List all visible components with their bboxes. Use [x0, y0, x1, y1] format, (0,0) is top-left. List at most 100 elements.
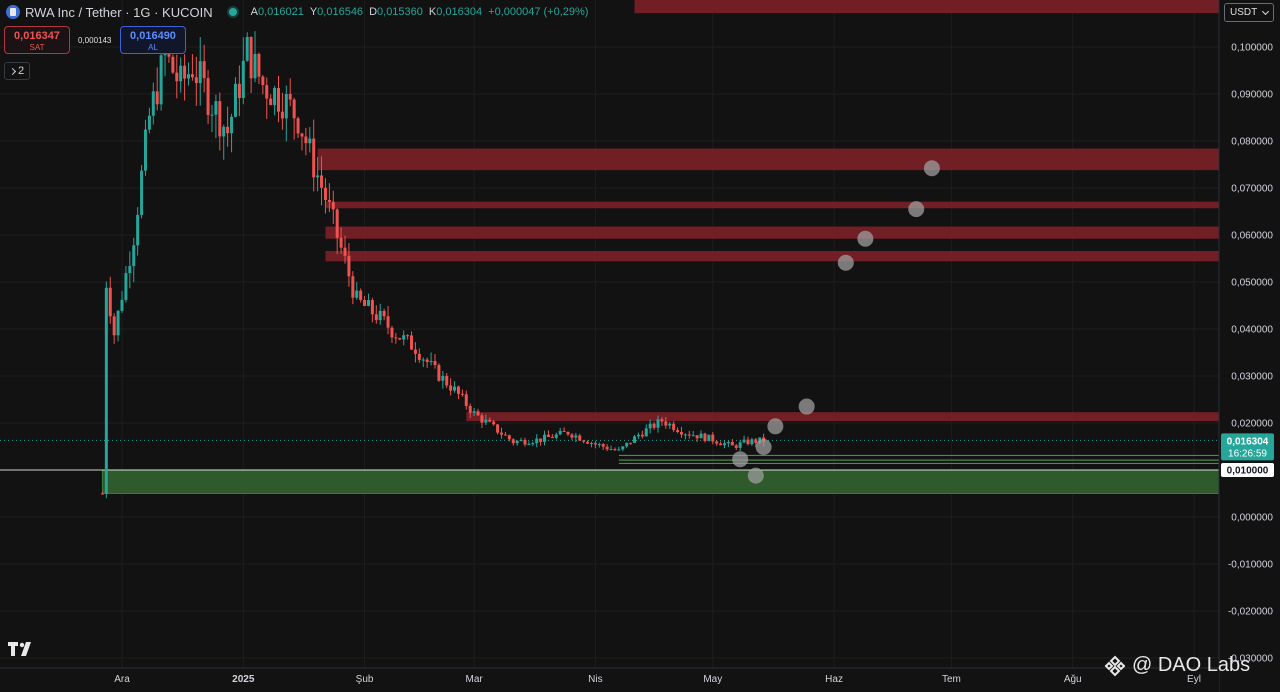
highlight-level-label: 0,010000 [1227, 466, 1269, 477]
candle-body [609, 449, 613, 451]
candle-body [218, 101, 222, 137]
candle-body [198, 61, 202, 84]
candle-body [437, 365, 441, 381]
candle-body [366, 300, 370, 306]
time-tick-label: Ağu [1064, 674, 1082, 685]
symbol-title[interactable]: RWA Inc / Tether · 1G · KUCOIN [25, 4, 213, 20]
ohlc-open-label: A [250, 6, 258, 18]
candle-body [386, 316, 390, 328]
candle-body [742, 439, 746, 443]
candle-body [629, 442, 633, 444]
candle-body [691, 435, 695, 437]
spread-value: 0,000143 [78, 36, 112, 45]
ohlc-high-label: Y [309, 6, 318, 18]
watermark-text: @ DAO Labs [1132, 654, 1251, 676]
candle-body [500, 432, 504, 435]
candle-body [589, 443, 593, 445]
candle-body [633, 436, 637, 443]
time-tick-label: Nis [588, 674, 602, 685]
market-status-icon [228, 8, 237, 16]
circle-marker [857, 230, 874, 247]
price-tick-label: -0,020000 [1228, 607, 1273, 618]
resistance-zone [325, 226, 1219, 239]
candle-body [531, 443, 535, 445]
candle-body [175, 72, 179, 82]
candle-body [210, 114, 214, 116]
candle-body [605, 446, 609, 450]
candle-body [296, 118, 300, 134]
price-tick-label: -0,030000 [1228, 654, 1273, 665]
candle-body [183, 65, 187, 79]
price-tick-label: 0,090000 [1231, 90, 1273, 101]
candle-body [660, 419, 664, 422]
chevron-down-icon [1261, 7, 1270, 15]
candle-body [460, 393, 464, 395]
candle-body [515, 440, 519, 444]
circle-marker [798, 398, 815, 415]
candle-body [480, 415, 484, 423]
indicators-toggle-button[interactable]: 2 [4, 62, 30, 80]
price-tick-label: -0,010000 [1228, 560, 1273, 571]
candle-body [754, 439, 758, 443]
candle-body [613, 449, 617, 451]
currency-select[interactable]: USDT [1224, 3, 1274, 22]
candle-body [676, 430, 680, 432]
candle-body [445, 375, 449, 386]
time-axis-background [0, 668, 1219, 692]
candle-body [488, 419, 492, 422]
sell-price: 0,016347 [14, 30, 60, 42]
candle-body [503, 434, 507, 436]
candle-body [511, 439, 515, 444]
price-tick-label: 0,040000 [1231, 325, 1273, 336]
candle-body [617, 449, 621, 451]
last-price-label: 0,016304 [1227, 436, 1269, 447]
candle-body [546, 434, 550, 437]
candle-body [320, 175, 324, 188]
candle-body [582, 440, 586, 442]
circle-marker [732, 451, 749, 468]
candle-body [226, 126, 230, 134]
candle-body [468, 405, 472, 413]
candle-body [719, 443, 723, 446]
candle-body [496, 424, 500, 433]
time-tick-label: May [703, 674, 722, 685]
currency-label: USDT [1230, 7, 1258, 18]
candle-body [261, 76, 265, 86]
time-tick-label: 2025 [232, 674, 255, 685]
indicator-count: 2 [17, 65, 25, 77]
buy-button[interactable]: 0,016490 AL [120, 26, 186, 54]
candle-body [355, 290, 359, 298]
candle-body [304, 136, 308, 144]
candle-body [300, 133, 304, 137]
sell-label: SAT [29, 43, 45, 52]
candle-body [715, 441, 719, 444]
candle-body [190, 74, 194, 78]
candle-body [288, 93, 292, 100]
candle-body [652, 423, 656, 428]
candle-body [382, 310, 386, 317]
ohlc-low-value: 0,015360 [377, 6, 423, 18]
circle-marker [923, 160, 940, 177]
candle-body [417, 353, 421, 360]
candle-body [128, 266, 132, 274]
candle-body [586, 441, 590, 444]
candle-body [723, 443, 727, 446]
candle-body [449, 385, 453, 391]
candle-body [104, 287, 108, 494]
sell-button[interactable]: 0,016347 SAT [4, 26, 70, 54]
watermark: @ DAO Labs [1104, 654, 1250, 677]
candle-body [421, 359, 425, 361]
candle-body [171, 56, 175, 73]
candle-body [699, 433, 703, 439]
time-axis[interactable]: Ara 2025 Şub Mar Nis May Haz Tem Ağu Eyl [0, 667, 1219, 692]
candle-body [214, 101, 218, 115]
candle-body [100, 493, 104, 495]
ohlc-close-label: K [428, 6, 437, 18]
candle-body [507, 435, 511, 440]
price-axis[interactable]: 0,100000 0,090000 0,080000 0,070000 0,060000… [1218, 0, 1280, 692]
candle-body [147, 115, 151, 130]
candle-body [566, 431, 570, 435]
candle-body [245, 36, 249, 61]
